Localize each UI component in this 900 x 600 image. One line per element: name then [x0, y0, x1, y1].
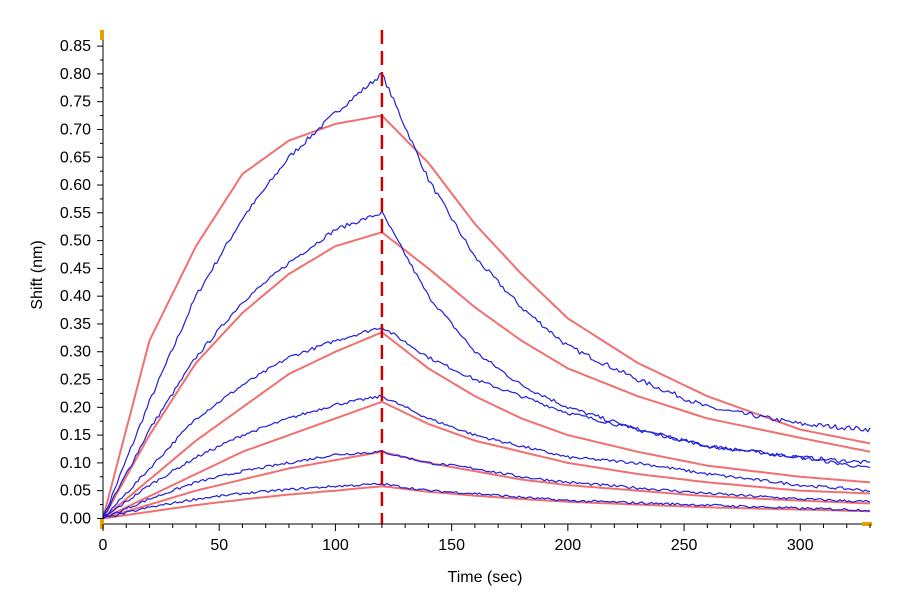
y-tick-label: 0.30	[60, 344, 91, 361]
y-tick-label: 0.75	[60, 94, 91, 111]
y-tick-label: 0.55	[60, 205, 91, 222]
y-tick-label: 0.20	[60, 399, 91, 416]
x-tick-label: 150	[438, 537, 465, 554]
y-tick-label: 0.80	[60, 66, 91, 83]
fit-curve-5	[102, 485, 871, 520]
x-tick-label: 50	[210, 537, 228, 554]
y-tick-label: 0.70	[60, 121, 91, 138]
y-axis-title: Shift (nm)	[29, 240, 46, 309]
fit-curve-2	[102, 331, 871, 520]
y-tick-label: 0.65	[60, 149, 91, 166]
fit-curve-0	[102, 114, 871, 519]
y-tick-label: 0.35	[60, 316, 91, 333]
measured-trace-11	[102, 482, 871, 519]
tick-layer: 0.00 0.05 0.10 0.15 0.20 0.25 0.30 0.35 0.40 0.45…	[60, 38, 871, 554]
y-tick-label: 0.50	[60, 233, 91, 250]
y-tick-label: 0.40	[60, 288, 91, 305]
corner-marker-bottom-right	[862, 522, 872, 526]
y-tick-label: 0.60	[60, 177, 91, 194]
x-tick-label: 300	[787, 537, 814, 554]
y-tick-label: 0.00	[60, 510, 91, 527]
measured-trace-10	[102, 450, 871, 519]
y-tick-label: 0.85	[60, 38, 91, 55]
y-tick-label: 0.10	[60, 455, 91, 472]
y-tick-label: 0.15	[60, 427, 91, 444]
axes-layer	[100, 30, 872, 529]
x-tick-label: 0	[99, 537, 108, 554]
x-tick-label: 200	[554, 537, 581, 554]
measured-trace-6	[102, 72, 871, 519]
fit-curve-1	[102, 231, 871, 519]
measured-trace-9	[102, 394, 871, 519]
y-tick-label: 0.25	[60, 372, 91, 389]
y-tick-label: 0.05	[60, 483, 91, 500]
fit-curve-4	[102, 450, 871, 520]
measured-trace-8	[102, 326, 871, 519]
fit-curve-3	[102, 400, 871, 520]
x-tick-label: 250	[671, 537, 698, 554]
y-tick-label: 0.45	[60, 260, 91, 277]
x-tick-label: 100	[322, 537, 349, 554]
x-axis-title: Time (sec)	[448, 569, 523, 586]
series-layer	[102, 72, 871, 520]
corner-marker-bottom-left	[100, 519, 104, 529]
corner-marker-top	[100, 30, 104, 40]
